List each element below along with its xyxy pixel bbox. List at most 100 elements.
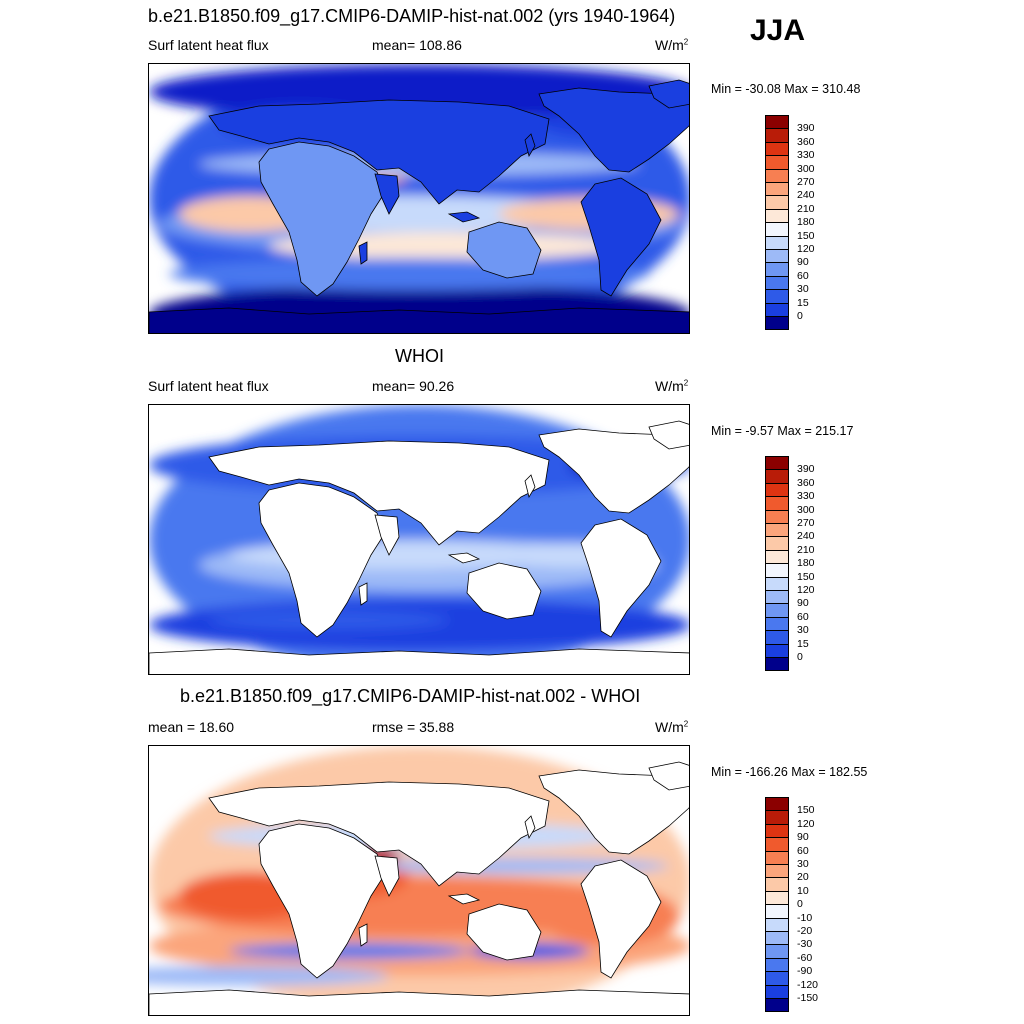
colorbar-tick-label: -20 bbox=[797, 925, 813, 937]
colorbar-swatch bbox=[765, 657, 789, 672]
colorbar-swatch bbox=[765, 563, 789, 578]
colorbar-tick-label: -90 bbox=[797, 965, 813, 978]
colorbar-swatch bbox=[765, 630, 789, 645]
field-contour-patch bbox=[229, 943, 469, 959]
colorbar-swatch bbox=[765, 456, 789, 471]
madagascar-outline bbox=[358, 582, 368, 606]
colorbar-tick-label: 30 bbox=[797, 858, 809, 870]
colorbar-swatch bbox=[765, 998, 789, 1013]
colorbar-tick-label: 60 bbox=[797, 269, 809, 282]
colorbar-tick-label: -30 bbox=[797, 938, 813, 951]
panel-2-mean: mean= 90.26 bbox=[372, 378, 455, 394]
colorbar-swatch bbox=[765, 590, 789, 605]
colorbar-swatch bbox=[765, 469, 789, 484]
colorbar-swatch bbox=[765, 877, 789, 892]
colorbar-tick-label: 330 bbox=[797, 149, 815, 162]
colorbar-tick-label: 120 bbox=[797, 584, 815, 596]
colorbar-tick-label: -10 bbox=[797, 911, 813, 924]
season-label: JJA bbox=[750, 14, 806, 47]
colorbar-swatch bbox=[765, 155, 789, 170]
colorbar-tick-label: -120 bbox=[797, 978, 819, 991]
colorbar-tick-label: 150 bbox=[797, 804, 815, 817]
panel-3-minmax: Min = -166.26 Max = 182.55 bbox=[711, 765, 868, 779]
colorbar-swatch bbox=[765, 523, 789, 538]
panel-3-units: W/m2 bbox=[655, 719, 689, 735]
colorbar-tick-label: 180 bbox=[797, 557, 815, 570]
madagascar-outline bbox=[358, 923, 368, 947]
namerica-outline bbox=[538, 87, 689, 173]
greenland-outline bbox=[648, 420, 689, 450]
colorbar-swatch bbox=[765, 823, 789, 839]
colorbar-tick-label: 150 bbox=[797, 229, 815, 242]
colorbar-swatch bbox=[765, 235, 789, 250]
australia-outline bbox=[466, 221, 542, 279]
antarctica-outline bbox=[149, 648, 689, 674]
colorbar-tick-label: 270 bbox=[797, 517, 815, 529]
colorbar-swatch bbox=[765, 931, 789, 946]
colorbar-tick-label: 390 bbox=[797, 122, 815, 135]
colorbar-tick-label: 150 bbox=[797, 570, 815, 583]
australia-outline bbox=[466, 562, 542, 620]
panel-1-map bbox=[148, 63, 690, 334]
japan-outline bbox=[524, 474, 536, 499]
colorbar-swatch bbox=[765, 222, 789, 237]
colorbar-swatch bbox=[765, 536, 789, 551]
colorbar-tick-label: 0 bbox=[797, 898, 803, 911]
samerica-outline bbox=[580, 177, 662, 297]
colorbar-swatch bbox=[765, 168, 789, 183]
africa-outline bbox=[258, 482, 386, 638]
colorbar-swatch bbox=[765, 984, 789, 999]
panel-2-variable: Surf latent heat flux bbox=[148, 378, 269, 394]
colorbar-swatch bbox=[765, 837, 789, 852]
colorbar-tick-label: 90 bbox=[797, 597, 809, 610]
colorbar-swatch bbox=[765, 917, 789, 932]
colorbar-swatch bbox=[765, 496, 789, 511]
panel-1-title: b.e21.B1850.f09_g17.CMIP6-DAMIP-hist-nat… bbox=[148, 6, 676, 26]
colorbar-tick-label: 330 bbox=[797, 490, 815, 503]
colorbar-tick-label: 15 bbox=[797, 296, 809, 309]
colorbar-tick-label: 60 bbox=[797, 844, 809, 857]
eurasia-outline bbox=[208, 781, 550, 887]
colorbar-tick-label: 0 bbox=[797, 651, 803, 663]
colorbar-swatch bbox=[765, 316, 789, 331]
panel-2-map bbox=[148, 404, 690, 675]
field-contour-patch bbox=[149, 966, 389, 986]
eurasia-outline bbox=[208, 99, 550, 205]
panel-2-units: W/m2 bbox=[655, 378, 689, 394]
colorbar-swatch bbox=[765, 864, 789, 879]
india-outline bbox=[374, 855, 400, 897]
colorbar-swatch bbox=[765, 797, 789, 812]
namerica-outline bbox=[538, 428, 689, 514]
colorbar-tick-label: -150 bbox=[797, 992, 819, 1004]
panel-1-map-svg bbox=[149, 64, 689, 333]
panel-3-mean: mean = 18.60 bbox=[148, 719, 235, 735]
colorbar-swatch bbox=[765, 275, 789, 291]
colorbar-swatch bbox=[765, 890, 789, 906]
antarctica-outline bbox=[149, 307, 689, 333]
colorbar-swatch bbox=[765, 195, 789, 210]
colorbar-swatch bbox=[765, 208, 789, 224]
panel-1-variable: Surf latent heat flux bbox=[148, 37, 269, 53]
africa-outline bbox=[258, 823, 386, 979]
colorbar-swatch bbox=[765, 904, 789, 919]
colorbar-swatch bbox=[765, 810, 789, 825]
colorbar-tick-label: 390 bbox=[797, 463, 815, 476]
field-contour-patch bbox=[169, 258, 649, 290]
colorbar-swatch bbox=[765, 957, 789, 973]
colorbar-tick-label: 15 bbox=[797, 637, 809, 650]
japan-outline bbox=[524, 815, 536, 840]
indonesia-outline bbox=[447, 893, 481, 905]
colorbar-tick-label: 60 bbox=[797, 610, 809, 623]
colorbar-tick-label: 30 bbox=[797, 624, 809, 637]
colorbar-swatch bbox=[765, 643, 789, 658]
colorbar-swatch bbox=[765, 482, 789, 498]
colorbar-swatch bbox=[765, 603, 789, 618]
colorbar-tick-label: 10 bbox=[797, 884, 809, 897]
panel-3-rmse: rmse = 35.88 bbox=[372, 719, 455, 735]
colorbar-tick-label: 360 bbox=[797, 135, 815, 148]
greenland-outline bbox=[648, 79, 689, 109]
panel-2-title: WHOI bbox=[395, 346, 444, 366]
africa-outline bbox=[258, 141, 386, 297]
namerica-outline bbox=[538, 769, 689, 855]
australia-outline bbox=[466, 903, 542, 961]
